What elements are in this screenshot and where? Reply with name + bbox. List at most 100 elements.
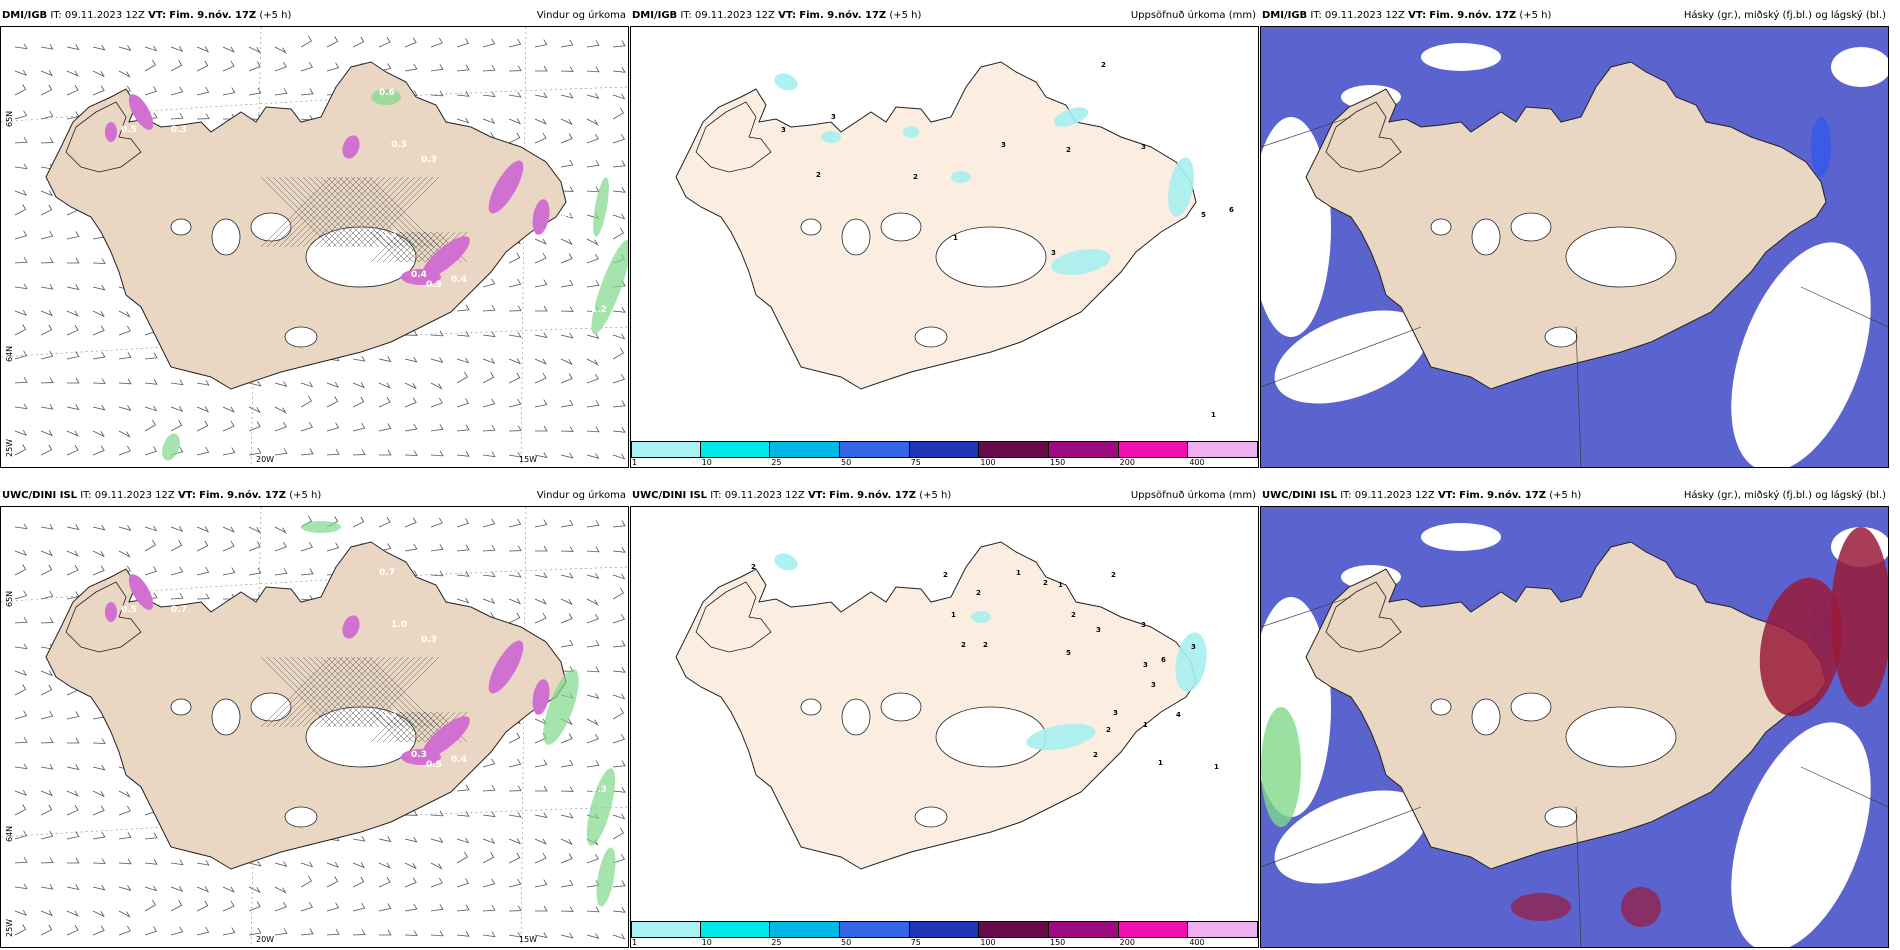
glacier: [1510, 212, 1552, 242]
wind-barb: [612, 707, 624, 720]
precip-value-labels: 0.70.70.51.00.30.30.3 0.40.50.3: [121, 568, 607, 795]
map-canvas: 2 2 1 2 1 2 1 2 2 2 2 5 3 3 3 6 3 3 4 1 2 3 2 1 1: [675, 541, 1219, 870]
value-label: 1: [951, 611, 956, 619]
wind-barb: [40, 283, 54, 290]
wind-barb: [300, 381, 314, 388]
hatch-line: [326, 176, 398, 248]
wind-barb: [508, 598, 522, 605]
wind-barb: [534, 598, 547, 605]
wind-barb: [612, 307, 626, 313]
panel-uwc-clouds: UWC/DINI ISL IT: 09.11.2023 12Z VT: Fim.…: [1260, 486, 1889, 948]
wind-barb: [40, 523, 54, 530]
wind-barb: [92, 831, 106, 840]
wind-barb: [170, 60, 183, 72]
wind-barb: [430, 450, 444, 457]
value-label: 2: [816, 171, 821, 179]
map-frame[interactable]: 2 3 3 3 2 2 2 3 5 6 1 3 1 1 10 25 50 75 100 150 200 400: [630, 26, 1259, 468]
wind-barb: [508, 545, 522, 552]
wind-barb: [612, 187, 626, 193]
westfjords: [65, 101, 142, 173]
value-label: 3: [1151, 681, 1156, 689]
panel-uwc-accum-precip: UWC/DINI ISL IT: 09.11.2023 12Z VT: Fim.…: [630, 486, 1259, 948]
wind-barb: [560, 373, 573, 384]
wind-barb: [144, 86, 158, 96]
wind-barb: [66, 444, 79, 456]
precip-green-cell: [591, 239, 628, 335]
precip-magenta-cell: [488, 160, 524, 214]
wind-barb: [40, 564, 53, 576]
wind-barb: [560, 519, 574, 528]
wind-barb: [586, 133, 599, 144]
wind-barb: [92, 925, 105, 936]
wind-barb: [482, 91, 496, 98]
wind-barb: [40, 204, 53, 216]
panel-header: DMI/IGB IT: 09.11.2023 12Z VT: Fim. 9.nó…: [0, 6, 629, 26]
value-label: 0.3: [381, 230, 397, 240]
wind-barb: [560, 786, 574, 792]
wind-barb: [326, 448, 340, 456]
map-canvas: 0.70.70.51.00.30.30.3 0.40.50.3: [1, 507, 628, 947]
wind-barb: [534, 812, 548, 819]
map-frame[interactable]: [1260, 506, 1889, 948]
lead-time: (+5 h): [259, 10, 292, 21]
precip-value-labels: 2 2 1 2 1 2 1 2 2 2 2 5 3 3 3 6 3 3 4 1 2 3 2 1 1: [751, 563, 1219, 771]
wind-barb: [612, 760, 626, 768]
wind-barb: [40, 924, 53, 936]
wind-barb: [535, 785, 548, 792]
wind-barb: [430, 90, 444, 97]
value-label: 3: [1143, 661, 1148, 669]
wind-barb: [14, 283, 28, 290]
red-cloud-cell: [1831, 527, 1888, 707]
value-label: 0.3: [556, 230, 572, 240]
legend-swatch: [840, 441, 910, 458]
wind-barb: [586, 453, 600, 459]
panel-dmi-clouds: DMI/IGB IT: 09.11.2023 12Z VT: Fim. 9.nó…: [1260, 6, 1889, 468]
wind-barb: [170, 592, 184, 600]
hatch-line: [376, 711, 408, 743]
wind-barb: [14, 804, 27, 816]
wind-barb: [300, 902, 314, 912]
value-label: 1: [1058, 581, 1063, 589]
wind-barb: [534, 399, 548, 408]
wind-barb: [274, 568, 288, 576]
graticule: [1261, 116, 1888, 467]
value-label: 0.7: [379, 568, 395, 578]
map-frame[interactable]: 0.6 0.3 0.5 0.3 0.3 0.3 0.4 0.4 0.3 1.2 0.3 0.3 20W…: [0, 26, 629, 468]
panel-header: UWC/DINI ISL IT: 09.11.2023 12Z VT: Fim.…: [0, 486, 629, 506]
wind-barb: [508, 132, 521, 144]
wind-barb: [118, 352, 132, 360]
wind-barb: [248, 860, 262, 867]
wind-barb: [170, 405, 184, 412]
wind-barb: [482, 852, 495, 864]
value-label: 2: [961, 641, 966, 649]
wind-barb: [66, 884, 80, 891]
wind-barb: [66, 804, 79, 816]
wind-barb: [456, 784, 470, 792]
lead-time: (+5 h): [1519, 10, 1552, 21]
valid-label: VT:: [148, 10, 167, 21]
red-cloud-cell: [1759, 577, 1843, 717]
wind-barb: [144, 405, 158, 412]
legend-label: 50: [841, 938, 852, 947]
wind-barb: [14, 789, 28, 796]
wind-barb: [14, 523, 28, 530]
wind-barb: [586, 760, 600, 768]
wind-barb: [586, 718, 599, 726]
wind-barb: [482, 878, 496, 888]
wind-barb: [66, 324, 79, 336]
panel-header: DMI/IGB IT: 09.11.2023 12Z VT: Fim. 9.nó…: [1260, 6, 1889, 26]
map-frame[interactable]: 0.7 0.7 0.5 1.0 0.3 0.3 0.3 0.4 0.5 0.3 20W 15W 65N…: [0, 506, 629, 948]
mid-cloud-cell: [1811, 117, 1831, 177]
hatch-line: [302, 656, 374, 728]
glacier: [305, 706, 417, 768]
glacier: [1510, 692, 1552, 722]
map-frame[interactable]: [1260, 26, 1889, 468]
wind-barb: [144, 859, 158, 865]
wind-barb: [222, 900, 235, 912]
hatch-line: [296, 656, 368, 728]
wind-barb: [222, 87, 236, 96]
wind-barb: [482, 571, 496, 578]
hatch-line: [272, 656, 344, 728]
wind-barb: [66, 351, 80, 360]
